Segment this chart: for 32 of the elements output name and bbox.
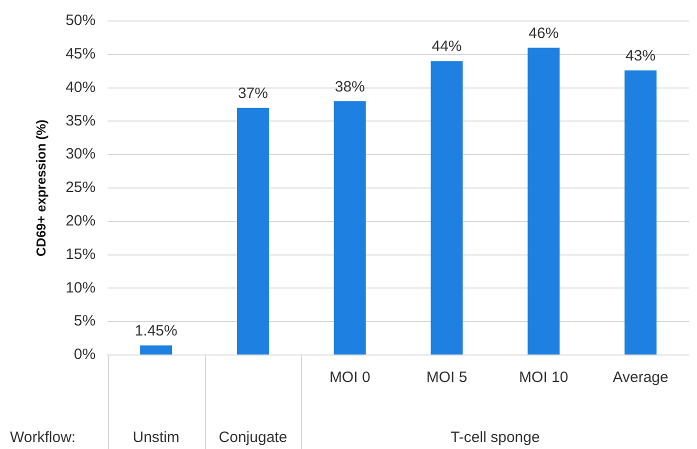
bar bbox=[334, 101, 366, 354]
data-label: 43% bbox=[626, 48, 656, 65]
data-label: 38% bbox=[334, 78, 365, 96]
text: Conjugate bbox=[218, 429, 288, 446]
x-tick-label: MOI 10 bbox=[519, 369, 568, 386]
bar bbox=[140, 345, 172, 354]
bar bbox=[624, 70, 657, 354]
data-label: 44% bbox=[432, 38, 462, 56]
y-tick-label: 40% bbox=[66, 78, 96, 96]
y-tick-label: 45% bbox=[66, 46, 96, 63]
bar bbox=[430, 61, 463, 354]
y-tick-label: 25% bbox=[66, 179, 96, 196]
y-tick-label: 0% bbox=[74, 346, 96, 364]
data-label: 46% bbox=[528, 24, 559, 42]
text: Unstim bbox=[132, 429, 180, 446]
y-tick-label: 10% bbox=[66, 279, 96, 296]
y-tick-label: 35% bbox=[66, 112, 96, 130]
y-tick-label: 50% bbox=[66, 12, 96, 30]
y-tick-label: 15% bbox=[66, 246, 96, 263]
data-label: 37% bbox=[238, 84, 268, 102]
x-tick-label: MOI 5 bbox=[426, 369, 468, 386]
y-tick-label: 20% bbox=[66, 212, 96, 230]
y-tick-label: 30% bbox=[66, 146, 96, 163]
x-tick-label: MOI 0 bbox=[329, 369, 370, 386]
x-tick-label: Average bbox=[612, 369, 668, 386]
text: T-cell sponge bbox=[450, 429, 540, 446]
bar bbox=[528, 48, 560, 354]
y-axis-title: CD69+ expression (%) bbox=[33, 120, 48, 256]
x-axis-title: Workflow: bbox=[10, 429, 76, 446]
bar bbox=[236, 108, 269, 354]
y-tick-label: 5% bbox=[74, 312, 96, 330]
data-label: 1.45% bbox=[134, 322, 178, 340]
